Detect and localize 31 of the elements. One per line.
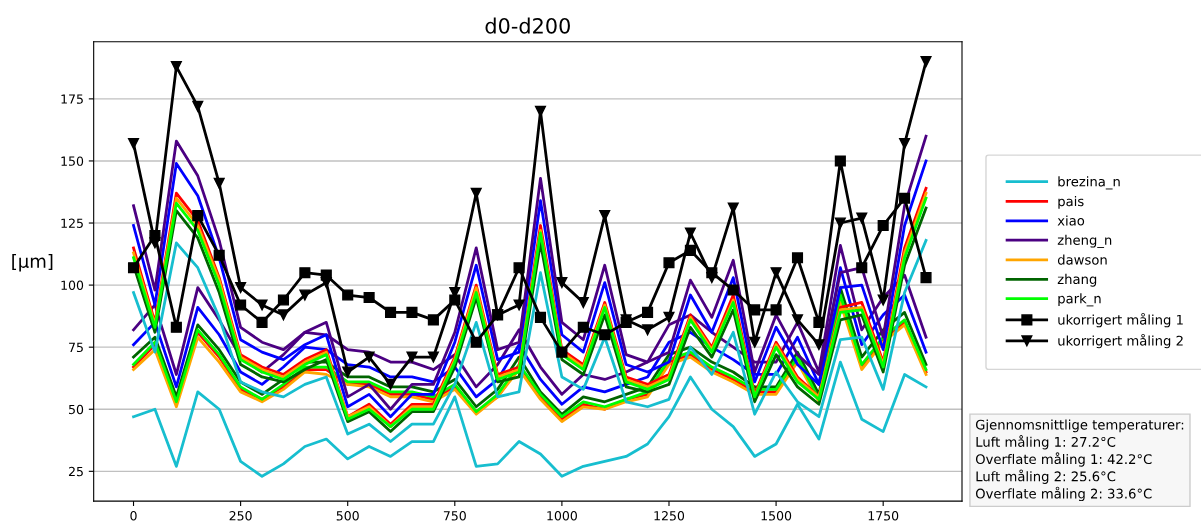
- x-tick-label: 500: [336, 511, 359, 521]
- text: Gjennomsnittlige temperaturer:: [975, 419, 1184, 433]
- legend-label: pais: [1058, 196, 1084, 209]
- y-tick-label: 100: [61, 280, 84, 291]
- legend-label: park_n: [1058, 293, 1101, 307]
- text: Overflate måling 1: 42.2°C: [975, 452, 1152, 467]
- x-tick-label: 0: [130, 511, 137, 521]
- x-tick-label: 1000: [547, 511, 577, 521]
- legend-label: zheng_n: [1057, 234, 1112, 248]
- chart-title: d0-d200: [485, 17, 570, 34]
- legend-label: brezina_n: [1058, 176, 1120, 190]
- text: Luft måling 1: 27.2°C: [976, 435, 1116, 450]
- x-tick-label: 1250: [654, 511, 685, 521]
- x-tick-label: 1750: [868, 511, 899, 521]
- x-tick-label: 1500: [761, 511, 792, 521]
- legend-label: ukorrigert måling 1: [1058, 312, 1183, 328]
- legend-label: xiao: [1057, 215, 1085, 226]
- y-tick-label: 75: [69, 342, 83, 353]
- y-tick-label: 25: [68, 466, 83, 477]
- x-tick-label: 750: [443, 511, 466, 521]
- y-tick-label: 50: [69, 404, 84, 415]
- legend-label: ukorrigert måling 2: [1058, 333, 1183, 349]
- text: Overflate måling 2: 33.6°C: [975, 486, 1152, 502]
- x-tick-label: 250: [229, 511, 252, 521]
- legend-label: dawson: [1057, 254, 1107, 265]
- y-tick-label: 175: [61, 94, 83, 104]
- text: Luft måling 2: 25.6°C: [976, 469, 1116, 484]
- y-axis-title: [µm]: [12, 253, 53, 272]
- y-tick-label: 125: [61, 218, 83, 228]
- legend-label: zhang: [1057, 273, 1097, 287]
- y-tick-label: 150: [61, 156, 84, 166]
